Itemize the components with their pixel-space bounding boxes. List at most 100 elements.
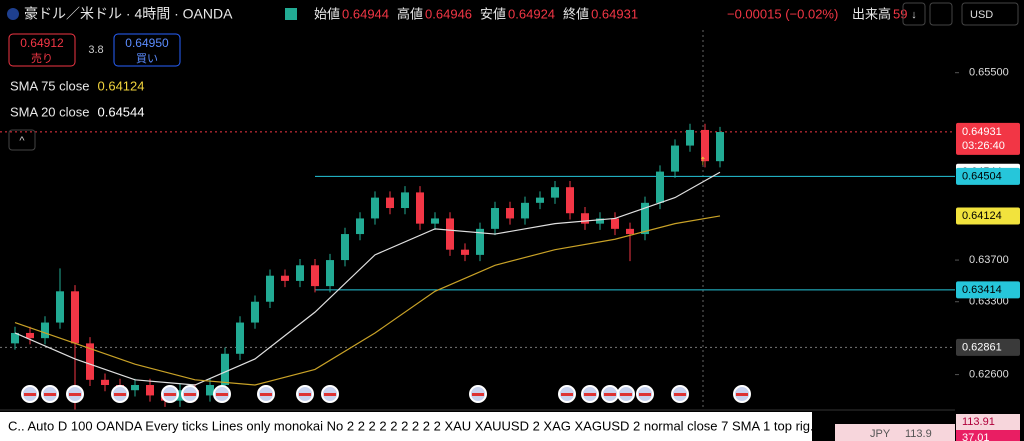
- candle-body: [461, 249, 469, 255]
- candle-body: [41, 322, 49, 339]
- candle-body: [671, 145, 679, 172]
- price-tag: [956, 207, 1020, 225]
- event-flag-stripe: [472, 393, 484, 396]
- bottom-tag: [956, 430, 1020, 441]
- status-icon: [285, 8, 297, 20]
- sell-label: 売り: [31, 52, 53, 65]
- indicator-value: 0.64544: [98, 104, 145, 119]
- down-icon: ↓: [911, 9, 917, 21]
- symbol: 豪ドル／米ドル · 4時間 · OANDA: [24, 6, 233, 22]
- candle-body: [476, 228, 484, 255]
- event-flag-stripe: [69, 393, 81, 396]
- flag-icon: [7, 8, 19, 20]
- candle-body: [266, 275, 274, 302]
- ohlc-label: 始値: [314, 6, 340, 21]
- price-tag-label: 0.64124: [962, 210, 1002, 222]
- event-flag-stripe: [639, 393, 651, 396]
- candle-body: [446, 218, 454, 250]
- candle-body: [626, 228, 634, 235]
- refresh-button[interactable]: [929, 2, 953, 26]
- currency-select[interactable]: [961, 2, 1019, 26]
- indicator-name: SMA 20 close: [10, 104, 90, 119]
- event-flag-stripe: [299, 393, 311, 396]
- candle-body: [341, 234, 349, 261]
- sma-line: [14, 215, 721, 386]
- price-tag: [956, 338, 1020, 356]
- script-settings: [0, 412, 812, 441]
- bottom-tag-label: 113.91: [962, 416, 995, 428]
- candle-body: [611, 218, 619, 229]
- event-flag-stripe: [184, 393, 196, 396]
- event-flag-stripe: [164, 393, 176, 396]
- countdown: 03:26:40: [962, 140, 1005, 152]
- candle-body: [371, 197, 379, 219]
- price-tag: [956, 122, 1020, 155]
- price-tag-label: 0.62861: [962, 341, 1002, 353]
- candle-body: [56, 291, 64, 323]
- candle-body: [311, 265, 319, 287]
- candle-body: [251, 301, 259, 323]
- candle-body: [701, 129, 709, 162]
- plot-area: [0, 72, 959, 441]
- buy-price: 0.64950: [125, 36, 169, 50]
- currency: USD: [970, 9, 993, 21]
- candle-body: [131, 385, 139, 391]
- collapse-icon: ^: [19, 135, 25, 147]
- event-flag-stripe: [216, 393, 228, 396]
- candle-body: [26, 332, 34, 339]
- candle-body: [386, 197, 394, 209]
- bottom-tags: 113.91 37.01: [956, 414, 1020, 441]
- event-flag-stripe: [620, 393, 632, 396]
- candle-body: [581, 213, 589, 224]
- candle-body: [71, 291, 79, 344]
- candle-body: [206, 385, 214, 396]
- candle-body: [491, 208, 499, 229]
- event-flag-stripe: [604, 393, 616, 396]
- candle-body: [356, 218, 364, 235]
- ohlc-label: 終値: [563, 6, 589, 21]
- price-tag-label: 0.63414: [962, 284, 1002, 296]
- volume: 59: [893, 6, 907, 21]
- candle-body: [176, 390, 184, 401]
- buy-button[interactable]: [113, 33, 181, 67]
- buy-label: 買い: [136, 52, 158, 65]
- bottom-tag: [956, 414, 1020, 430]
- spread: 3.8: [88, 44, 103, 56]
- candle-body: [431, 218, 439, 224]
- candle-body: [281, 275, 289, 281]
- bottom-tag-label: 37.01: [962, 432, 990, 441]
- y-tick-label: 0.62600: [969, 369, 1009, 381]
- candle-body: [506, 208, 514, 219]
- y-tick-label: 0.65500: [969, 67, 1009, 79]
- candle-body: [236, 322, 244, 354]
- candle-body: [101, 379, 109, 386]
- down-button[interactable]: [902, 2, 926, 26]
- y-tick-label: 0.63300: [969, 296, 1009, 308]
- candle-body: [146, 385, 154, 396]
- pair-value: 113.9: [905, 428, 932, 440]
- ohlc-label: 安値: [480, 6, 506, 21]
- price-tag: [956, 167, 1020, 185]
- ohlc-value: 0.64931: [591, 6, 638, 21]
- candle-body: [11, 332, 19, 344]
- sell-button[interactable]: [8, 33, 76, 67]
- candle-body: [656, 171, 664, 203]
- candle-body: [521, 202, 529, 219]
- event-flag-stripe: [674, 393, 686, 396]
- candle-body: [326, 260, 334, 287]
- candle-body: [551, 187, 559, 198]
- pair-box: [835, 424, 955, 441]
- candle-body: [641, 202, 649, 235]
- price-tag-label: 0.64931: [962, 126, 1002, 138]
- event-flag-stripe: [260, 393, 272, 396]
- candle-body: [686, 129, 694, 146]
- candle-body: [716, 132, 724, 162]
- ohlc-value: 0.64946: [425, 6, 472, 21]
- candle-body: [296, 265, 304, 281]
- price-tag-label: 0.64504: [962, 170, 1002, 182]
- event-flag-stripe: [584, 393, 596, 396]
- event-flag-stripe: [324, 393, 336, 396]
- collapse-button[interactable]: [8, 129, 36, 151]
